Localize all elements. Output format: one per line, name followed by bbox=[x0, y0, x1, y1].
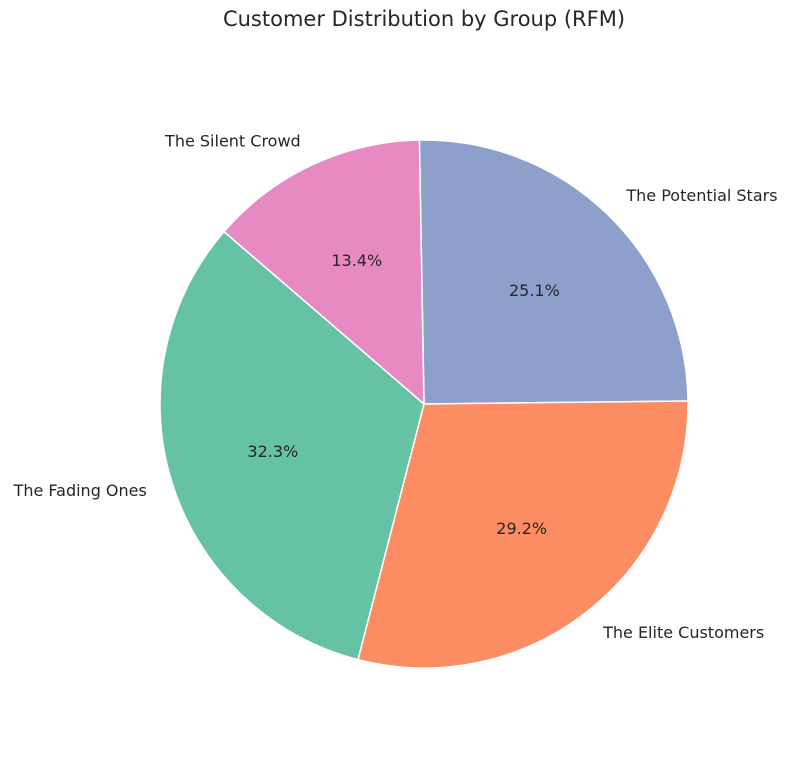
pie-slice-the-elite-customers bbox=[357, 400, 689, 669]
slice-label-the-elite-customers: The Elite Customers bbox=[602, 623, 764, 642]
pie-slice-the-potential-stars bbox=[418, 139, 689, 405]
slice-percent-the-fading-ones: 32.3% bbox=[247, 442, 298, 461]
slice-percent-the-elite-customers: 29.2% bbox=[496, 519, 547, 538]
chart-title: Customer Distribution by Group (RFM) bbox=[223, 7, 625, 31]
pie-slice-the-silent-crowd bbox=[223, 139, 425, 405]
pie-slice-the-fading-ones bbox=[159, 230, 425, 661]
slice-label-the-silent-crowd: The Silent Crowd bbox=[164, 132, 301, 151]
slice-label-the-fading-ones: The Fading Ones bbox=[13, 481, 147, 500]
slice-label-the-potential-stars: The Potential Stars bbox=[625, 186, 777, 205]
pie-labels: The Potential Stars 25.1% The Elite Custom… bbox=[13, 132, 778, 643]
slice-percent-the-silent-crowd: 13.4% bbox=[331, 251, 382, 270]
pie-slices bbox=[159, 139, 689, 669]
slice-percent-the-potential-stars: 25.1% bbox=[509, 281, 560, 300]
